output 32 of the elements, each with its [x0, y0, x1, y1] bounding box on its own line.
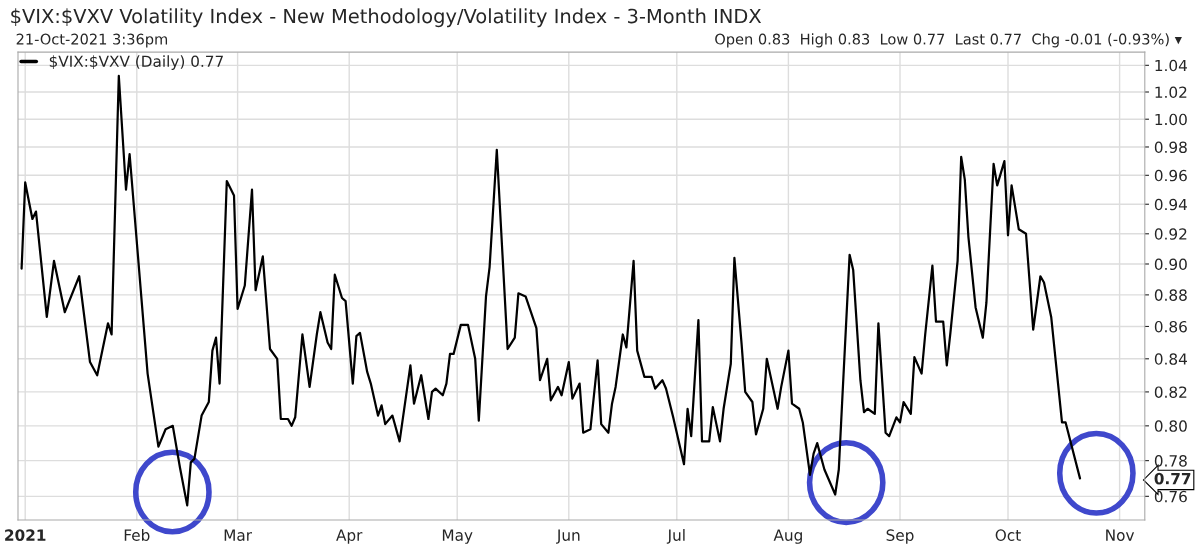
x-tick-label: Feb	[124, 529, 150, 541]
y-tick-label: 0.94	[1154, 198, 1187, 211]
y-tick-label: 0.84	[1154, 353, 1187, 365]
y-tick-label: 0.92	[1154, 228, 1187, 240]
y-tick-label: 0.88	[1154, 289, 1187, 301]
x-tick-label: Nov	[1106, 529, 1135, 541]
chart-title: $VIX:$VXV Volatility Index - New Methodology/Volatility Index - 3-Month INDX	[11, 8, 762, 28]
y-tick-label: 1.00	[1155, 113, 1187, 126]
y-tick-label: 0.98	[1154, 141, 1187, 153]
x-tick-label: Aug	[773, 529, 802, 544]
x-tick-label: May	[442, 529, 473, 544]
legend-label: $VIX:$VXV (Daily) 0.77	[49, 55, 223, 71]
text: Open 0.83 High 0.83 Low 0.77 Last 0.77 Chg -0.01 (-0.93%) ▾	[715, 33, 1182, 48]
chart-subtitle: 21-Oct-2021 3:36pm	[16, 33, 168, 48]
x-tick-label: Oct	[995, 529, 1021, 541]
x-tick-label: Jul	[666, 529, 685, 544]
y-tick-label: 0.90	[1154, 258, 1187, 271]
y-tick-label: 0.82	[1154, 386, 1187, 398]
x-tick-label: Sep	[886, 529, 914, 544]
y-tick-label: 1.04	[1155, 59, 1187, 72]
y-tick-label: 0.96	[1154, 169, 1187, 182]
x-tick-label: Apr	[336, 529, 363, 544]
x-tick-label: Jun	[556, 529, 580, 544]
y-tick-label: 0.80	[1154, 420, 1187, 432]
y-tick-label: 0.86	[1154, 320, 1187, 333]
x-tick-label: 2021	[5, 529, 46, 541]
x-tick-label: Mar	[224, 529, 253, 541]
y-tick-label: 0.77	[1154, 472, 1191, 485]
y-tick-label: 0.78	[1154, 455, 1187, 467]
y-tick-label: 1.02	[1155, 86, 1187, 99]
line-series	[20, 74, 1082, 507]
y-tick-label: 0.76	[1154, 490, 1187, 503]
